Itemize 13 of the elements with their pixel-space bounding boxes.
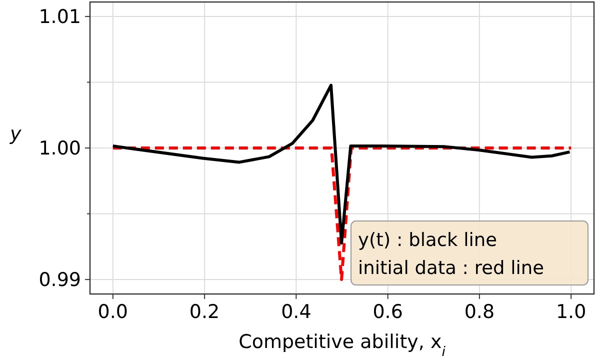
x-tick-label: 0.2: [189, 301, 220, 323]
x-tick-label: 0.0: [98, 301, 128, 323]
annotation: initial data : red line: [358, 258, 544, 279]
y-tick-label: 1.00: [38, 138, 81, 160]
x-axis-title: Competitive ability, x$_{i}$: [238, 331, 446, 356]
y-tick-label: 1.01: [38, 6, 81, 28]
y-tick-label: 0.99: [38, 269, 81, 292]
annotation: y(t) : black line: [358, 230, 498, 251]
x-tick-label: 0.6: [372, 301, 403, 323]
x-tick-label: 1.0: [556, 301, 586, 323]
y-axis-title: y: [9, 123, 22, 145]
x-tick-label: 0.4: [281, 301, 312, 323]
x-tick-label: 0.8: [464, 301, 495, 323]
